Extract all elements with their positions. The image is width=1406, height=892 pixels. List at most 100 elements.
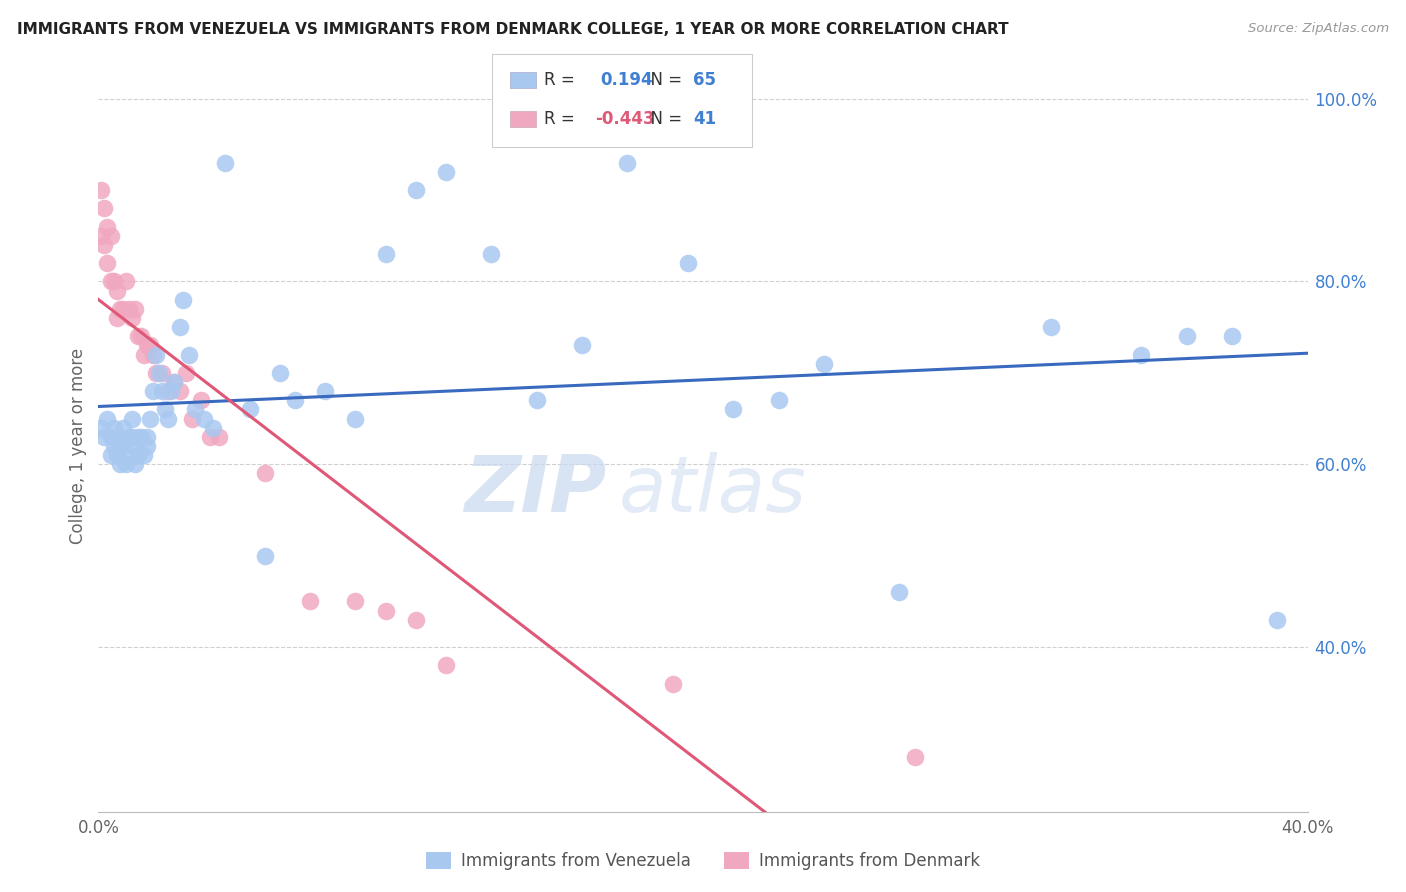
Text: ZIP: ZIP (464, 452, 606, 528)
Point (163, 375, 186, 389)
Text: N =: N = (640, 71, 688, 89)
Point (172, 293, 194, 307)
Point (124, 301, 146, 316)
Point (105, 284, 128, 298)
Point (153, 402, 176, 417)
Point (904, 749, 927, 764)
Point (127, 430, 149, 444)
Point (768, 393, 790, 408)
Point (253, 467, 276, 481)
Text: R =: R = (544, 71, 581, 89)
Point (193, 411, 215, 425)
Point (135, 338, 157, 352)
Point (163, 375, 186, 389)
Point (105, 311, 128, 326)
Point (1175, 329, 1198, 343)
Point (93, 202, 115, 216)
Point (132, 348, 155, 362)
Point (344, 594, 367, 608)
Point (96, 219, 118, 234)
Point (156, 384, 179, 399)
Point (90, 228, 112, 243)
Point (100, 275, 122, 289)
Point (129, 430, 152, 444)
Point (103, 421, 125, 435)
Point (148, 366, 170, 380)
Point (100, 228, 122, 243)
Point (156, 411, 179, 425)
Point (481, 247, 503, 261)
Point (526, 393, 548, 408)
Point (114, 458, 136, 472)
Text: Source: ZipAtlas.com: Source: ZipAtlas.com (1249, 22, 1389, 36)
Point (100, 430, 122, 444)
Point (1130, 348, 1153, 362)
Point (374, 247, 396, 261)
Point (127, 329, 149, 343)
Point (202, 421, 225, 435)
Point (181, 411, 204, 425)
Point (434, 658, 457, 673)
Text: 0.194: 0.194 (600, 71, 652, 89)
Text: 41: 41 (693, 110, 716, 128)
Point (121, 430, 143, 444)
Point (108, 301, 131, 316)
Point (103, 439, 125, 453)
Point (208, 430, 231, 444)
Point (661, 677, 683, 691)
Point (179, 348, 201, 362)
Point (184, 402, 207, 417)
Point (124, 439, 146, 453)
Point (114, 275, 136, 289)
Point (118, 448, 141, 462)
Point (100, 448, 122, 462)
Text: -0.443: -0.443 (595, 110, 654, 128)
Point (135, 439, 157, 453)
Point (129, 329, 152, 343)
Point (93, 430, 115, 444)
Point (405, 613, 427, 627)
Text: R =: R = (544, 110, 581, 128)
Point (150, 366, 173, 380)
Point (299, 594, 322, 608)
Point (150, 384, 173, 399)
Point (284, 393, 307, 408)
Point (90, 183, 112, 197)
Point (142, 348, 165, 362)
Point (571, 338, 593, 352)
Point (105, 448, 128, 462)
Point (813, 357, 835, 371)
Point (169, 384, 191, 399)
Point (200, 430, 222, 444)
Point (118, 430, 141, 444)
Point (1039, 320, 1062, 334)
Point (269, 366, 291, 380)
Point (96, 256, 118, 270)
Point (135, 430, 157, 444)
Point (111, 301, 134, 316)
Legend: Immigrants from Venezuela, Immigrants from Denmark: Immigrants from Venezuela, Immigrants fr… (419, 845, 987, 877)
Point (127, 448, 149, 462)
Point (111, 421, 134, 435)
Text: 65: 65 (693, 71, 716, 89)
Point (105, 430, 128, 444)
Point (190, 393, 212, 408)
Point (124, 458, 146, 472)
Point (93, 238, 115, 252)
Text: N =: N = (640, 110, 688, 128)
Point (314, 384, 336, 399)
Point (160, 384, 183, 399)
Point (132, 448, 155, 462)
Point (121, 311, 143, 326)
Point (344, 411, 367, 425)
Point (616, 155, 638, 169)
Point (174, 366, 197, 380)
Point (169, 320, 191, 334)
Point (405, 183, 427, 197)
Point (1220, 329, 1243, 343)
Text: atlas: atlas (619, 452, 806, 528)
Point (145, 366, 167, 380)
Point (108, 458, 131, 472)
Point (103, 275, 125, 289)
Point (90, 421, 112, 435)
